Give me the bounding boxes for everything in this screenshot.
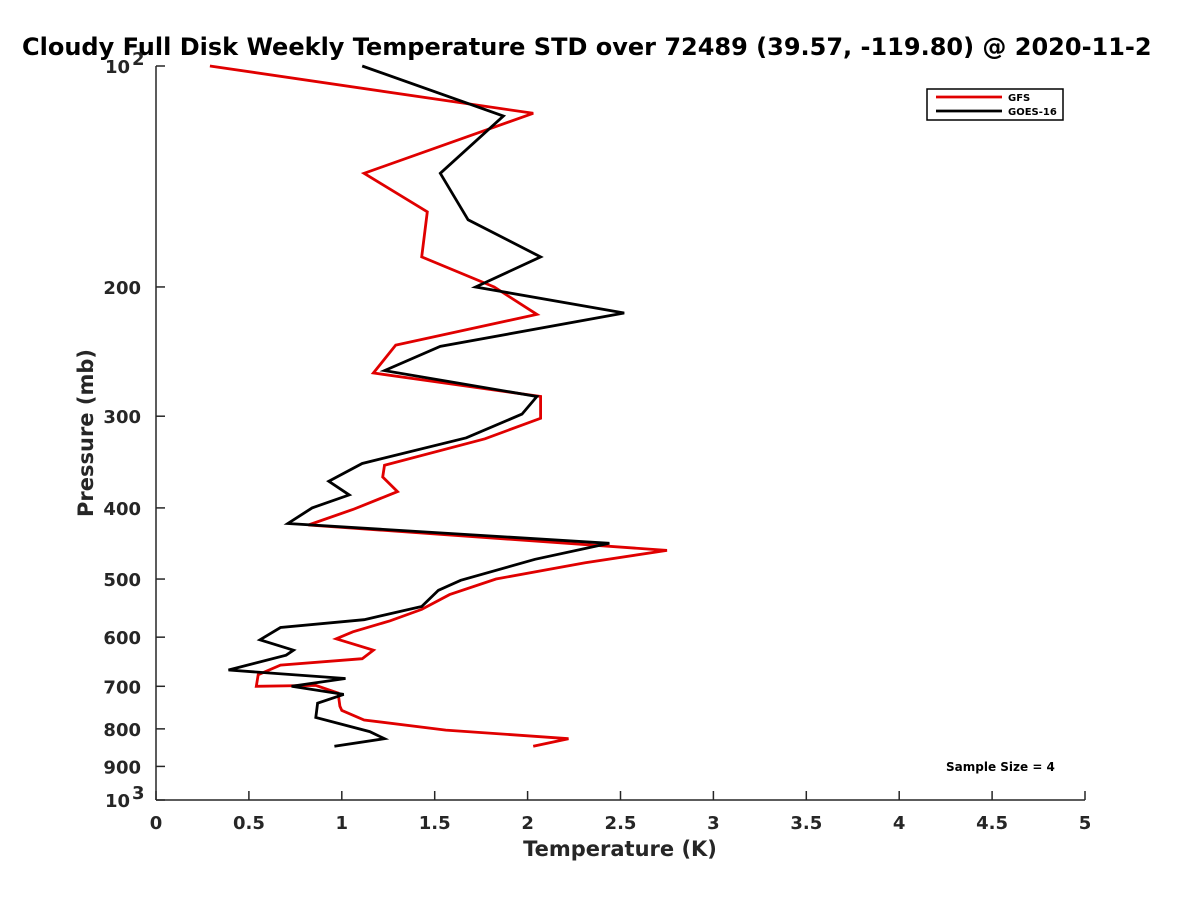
y-tick-label: 10: [105, 791, 130, 812]
chart-title: Cloudy Full Disk Weekly Temperature STD …: [22, 33, 1152, 61]
x-tick-label: 4: [893, 813, 906, 834]
plot-axes: [155, 66, 1085, 801]
x-tick-label: 0: [150, 813, 163, 834]
y-tick-exponent: 2: [132, 49, 145, 70]
x-tick-label: 2.5: [605, 813, 637, 834]
series-line-goes-16: [228, 64, 625, 748]
x-tick-label: 3.5: [790, 813, 822, 834]
y-tick-label: 200: [103, 278, 141, 299]
x-axis-label: Temperature (K): [523, 837, 717, 861]
legend-label-gfs: GFS: [1008, 93, 1030, 104]
y-tick-label: 700: [103, 677, 141, 698]
x-tick-label: 4.5: [976, 813, 1008, 834]
legend-label-goes-16: GOES-16: [1008, 107, 1057, 118]
x-tick-label: 2: [521, 813, 534, 834]
series-group: [209, 64, 668, 748]
y-tick-label: 800: [103, 720, 141, 741]
legend-entries: GFS GOES-16: [936, 93, 1057, 118]
x-tick-group: 0 0.5 1 1.5 2 2.5 3 3.5 4 4.5 5: [150, 791, 1092, 834]
sample-size-annotation: Sample Size = 4: [946, 760, 1055, 774]
x-tick-label: 5: [1079, 813, 1092, 834]
legend: GFS GOES-16: [926, 88, 1064, 121]
x-tick-label: 0.5: [233, 813, 265, 834]
y-tick-label: 600: [103, 628, 141, 649]
x-tick-label: 1: [336, 813, 349, 834]
y-tick-label: 500: [103, 570, 141, 591]
y-tick-exponent: 3: [132, 783, 145, 804]
x-tick-label: 3: [707, 813, 720, 834]
legend-box: [926, 88, 1064, 121]
y-tick-label: 300: [103, 407, 141, 428]
y-tick-label: 900: [103, 757, 141, 778]
y-axis-label: Pressure (mb): [74, 349, 98, 517]
x-tick-label: 1.5: [419, 813, 451, 834]
y-tick-label: 400: [103, 499, 141, 520]
y-tick-label: 10: [105, 57, 130, 78]
